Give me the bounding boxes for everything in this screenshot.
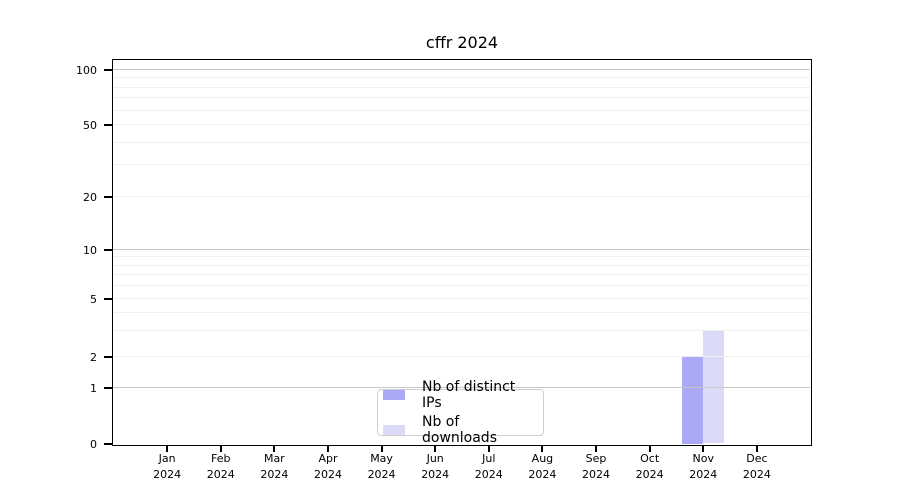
x-tick [702,445,705,452]
x-tick-label: Nov 2024 [689,452,718,481]
y-tick-label: 0 [90,437,97,451]
gridline-minor [113,77,810,79]
y-tick-label: 1 [90,381,97,395]
x-tick [541,445,544,452]
y-tick [104,298,112,300]
gridline-minor [113,312,810,314]
x-tick [273,445,276,452]
gridline-minor [113,124,810,125]
gridline-minor [113,164,810,166]
gridline-minor [113,97,810,99]
y-tick-label: 100 [76,63,97,77]
gridline-minor [113,109,810,111]
y-tick [104,196,112,198]
x-tick [380,445,383,452]
gridline-major [113,387,810,388]
legend-item-distinct-ips: Nb of distinct IPs [383,379,535,411]
bar-distinct-ips [681,356,703,444]
legend: Nb of distinct IPs Nb of downloads [377,379,544,446]
legend-item-downloads: Nb of downloads [383,414,535,446]
x-tick [166,445,169,452]
y-tick-label: 5 [90,292,97,306]
y-tick [104,69,112,71]
y-tick [104,356,112,358]
legend-swatch-distinct-ips [383,390,405,400]
x-tick-label: Aug 2024 [528,452,557,481]
x-tick-label: Feb 2024 [206,452,235,481]
x-tick-label: Oct 2024 [635,452,664,481]
y-tick-label: 10 [83,243,97,257]
y-tick-label: 20 [83,190,97,204]
x-tick [487,445,490,452]
x-tick-label: Jan 2024 [153,452,182,481]
x-tick [595,445,598,452]
gridline-minor [113,356,810,357]
y-tick [104,124,112,126]
x-tick [648,445,651,452]
x-tick-label: Jul 2024 [474,452,503,481]
x-tick [434,445,437,452]
gridline-major [113,69,810,70]
legend-label-downloads: Nb of downloads [422,414,497,446]
gridline-minor [113,298,810,299]
legend-label-distinct-ips: Nb of distinct IPs [422,379,516,411]
gridline-minor [113,256,810,258]
x-tick [326,445,329,452]
gridline-minor [113,274,810,276]
x-tick-label: Mar 2024 [260,452,289,481]
gridline-minor [113,285,810,287]
x-tick-label: Apr 2024 [313,452,342,481]
y-tick-label: 2 [90,350,97,364]
y-tick [104,443,112,445]
gridline-minor [113,330,810,332]
plot-area [112,58,812,446]
x-tick-label: May 2024 [367,452,396,481]
y-tick [104,249,112,251]
x-tick-label: Jun 2024 [421,452,450,481]
x-tick-label: Sep 2024 [582,452,611,481]
legend-swatch-downloads [383,425,405,435]
x-tick-label: Dec 2024 [742,452,771,481]
grid-layer [113,60,810,444]
x-tick [755,445,758,452]
chart-title: cffr 2024 [425,33,499,52]
gridline-major [113,249,810,250]
gridline-minor [113,86,810,88]
y-tick [104,387,112,389]
gridline-minor [113,141,810,143]
gridline-minor [113,264,810,266]
x-tick [219,445,222,452]
gridline-minor [113,196,810,197]
y-tick-label: 50 [83,118,97,132]
